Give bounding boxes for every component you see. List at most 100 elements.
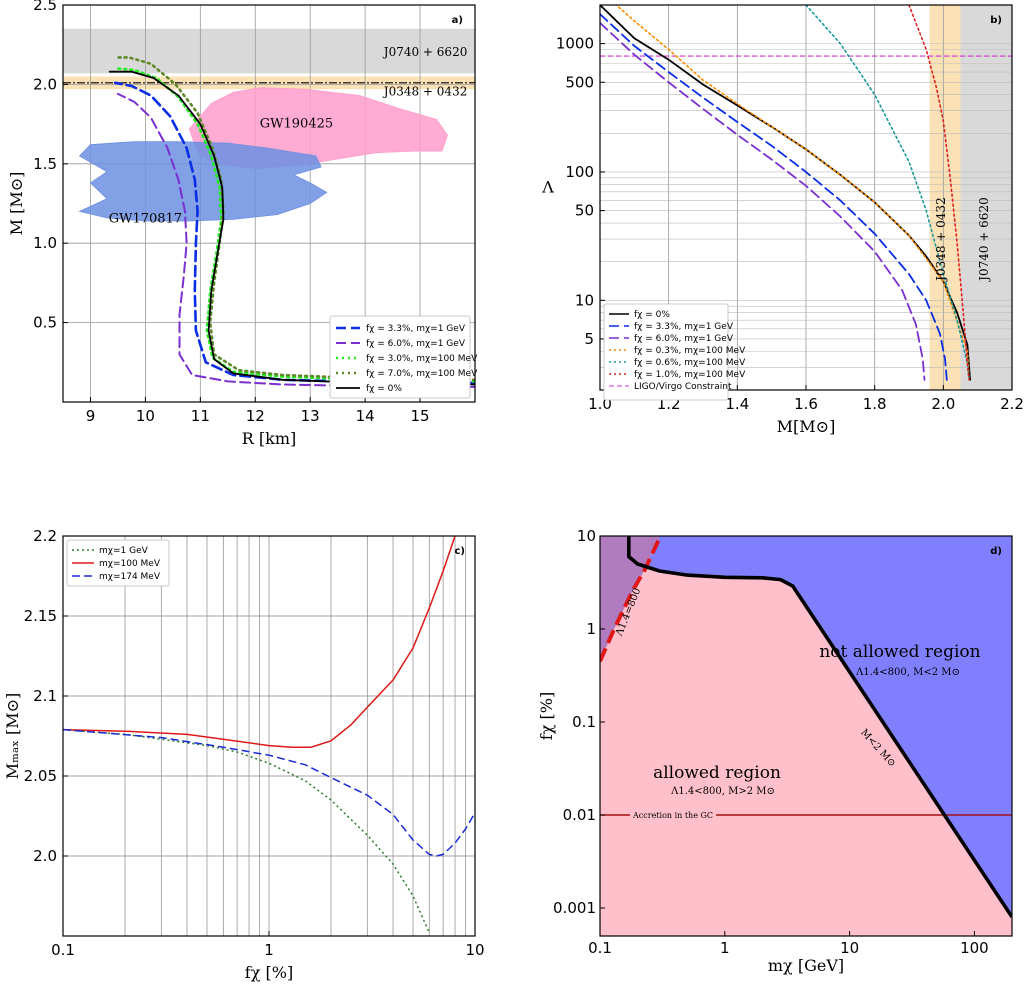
- legend-entry: mχ=1 GeV: [99, 546, 149, 556]
- y-tick-label: 1.5: [33, 155, 57, 173]
- x-tick-label: 1.4: [725, 395, 749, 413]
- band-label-j0740: J0740 + 6620: [382, 45, 468, 59]
- y-tick-label: 2.15: [24, 607, 57, 625]
- y-tick-label: 100: [565, 163, 594, 181]
- y-tick-label: 10: [575, 291, 594, 309]
- legend-entry: fχ = 7.0%, mχ=100 MeV: [366, 369, 478, 379]
- y-tick-label: 2.0: [33, 847, 57, 865]
- panel-label: b): [990, 15, 1002, 26]
- panel-label: d): [990, 546, 1002, 557]
- y-axis-label: Λ: [541, 178, 554, 197]
- x-tick-label: 2.2: [1000, 395, 1024, 413]
- y-tick-label: 500: [565, 73, 594, 91]
- region-label-gw170817: GW170817: [109, 212, 182, 227]
- x-tick-label: 2.0: [931, 395, 955, 413]
- y-tick-label: 0.5: [33, 314, 57, 332]
- y-tick-label: 2.5: [33, 0, 57, 14]
- panel-d: Accretion in the GC not allowed region Λ1.…: [537, 527, 1013, 975]
- y-tick-label: 10: [577, 527, 596, 545]
- plot-frame: [599, 535, 1013, 937]
- allowed-title: allowed region: [653, 763, 781, 783]
- legend-entry: fχ = 0.3%, mχ=100 MeV: [634, 346, 746, 356]
- legend-box: [603, 303, 729, 401]
- series-line-2: [600, 22, 926, 381]
- y-tick-label: 1: [586, 620, 596, 638]
- mass-boundary-line: [627, 536, 1012, 918]
- plot-area: [63, 536, 475, 936]
- legend-entry: LIGO/Virgo Constraint: [634, 382, 732, 392]
- band-j0740: [960, 5, 1012, 390]
- panel-a: GW190425 GW170817 J0740 + 6620 J0348 + 0432…: [7, 0, 478, 448]
- x-tick-label: 15: [411, 407, 430, 425]
- band-j0348: [929, 5, 961, 390]
- lambda-boundary-line: [600, 537, 662, 663]
- series-line-4: [805, 5, 970, 381]
- y-tick-label: 50: [575, 202, 594, 220]
- y-axis-label: Mₘₐₓ [M⊙]: [3, 693, 22, 780]
- y-axis-label: fχ [%]: [537, 692, 556, 740]
- x-axis-label: M[M⊙]: [777, 417, 836, 436]
- series-line-2: [63, 728, 475, 857]
- series-line-3: [615, 5, 970, 381]
- region-label-gw190425: GW190425: [260, 116, 333, 131]
- x-tick-label: 14: [356, 407, 375, 425]
- series-line-0: [63, 728, 430, 934]
- x-tick-label: 1: [720, 939, 730, 957]
- x-axis-label: mχ [GeV]: [768, 956, 844, 975]
- y-tick-label: 1.0: [33, 234, 57, 252]
- y-tick-label: 2.05: [24, 767, 57, 785]
- x-tick-label: 10: [840, 939, 859, 957]
- series-line-1: [116, 92, 475, 388]
- series-line-5: [908, 5, 970, 381]
- x-axis-label: fχ [%]: [245, 963, 293, 982]
- band-label-j0348: J0348 + 0432: [382, 85, 468, 99]
- series-line-1: [600, 13, 948, 381]
- x-tick-label: 9: [86, 407, 96, 425]
- band-label-j0740: J0740 + 6620: [977, 197, 991, 283]
- legend-entry: mχ=100 MeV: [99, 559, 161, 569]
- panel-c: 0.1 1 10 2.0 2.05 2.1 2.15 2.2 fχ [%] Mₘₐₓ [M⊙] c)…: [3, 527, 485, 982]
- legend-entry: fχ = 6.0%, mχ=1 GeV: [366, 339, 466, 349]
- x-tick-label: 11: [191, 407, 210, 425]
- legend-entry: fχ = 1.0%, mχ=100 MeV: [634, 370, 746, 380]
- legend-box: [66, 539, 170, 587]
- x-tick-label: 0.1: [588, 939, 612, 957]
- x-tick-label: 12: [246, 407, 265, 425]
- band-label-j0348: J0348 + 0432: [934, 197, 948, 283]
- panel-label: a): [452, 15, 463, 26]
- y-tick-label: 1000: [556, 35, 594, 53]
- panel-label: c): [455, 546, 466, 557]
- x-tick-label: 1.8: [863, 395, 887, 413]
- x-tick-label: 10: [465, 941, 484, 959]
- accretion-label: Accretion in the GC: [632, 811, 713, 820]
- y-axis-label: M [M⊙]: [7, 172, 26, 236]
- not-allowed-region: [628, 536, 1012, 917]
- series-line-1: [63, 536, 456, 748]
- accretion-label-bg: [630, 808, 716, 823]
- series-line-4: [108, 70, 475, 386]
- y-tick-label: 0.1: [572, 713, 596, 731]
- legend-box: [329, 315, 471, 399]
- plot-area: [600, 5, 1012, 390]
- x-tick-label: 13: [301, 407, 320, 425]
- x-tick-label: 1: [264, 941, 274, 959]
- not-allowed-title: not allowed region: [819, 642, 980, 662]
- legend-entry: fχ = 3.3%, mχ=1 GeV: [366, 324, 466, 334]
- not-allowed-subtitle: Λ1.4<800, M<2 M⊙: [855, 667, 960, 678]
- legend-entry: fχ = 0.6%, mχ=100 MeV: [634, 358, 746, 368]
- region-gw170817: [78, 141, 328, 222]
- y-tick-label: 0.001: [553, 899, 596, 917]
- legend-entry: fχ = 3.3%, mχ=1 GeV: [634, 322, 734, 332]
- x-tick-label: 100: [960, 939, 989, 957]
- plot-area: [600, 536, 1012, 936]
- y-tick-label: 2.0: [33, 75, 57, 93]
- legend-entry: fχ = 6.0%, mχ=1 GeV: [634, 334, 734, 344]
- y-tick-label: 5: [584, 330, 594, 348]
- band-j0740: [63, 28, 475, 74]
- x-tick-label: 10: [136, 407, 155, 425]
- legend-entry: fχ = 0%: [366, 384, 402, 394]
- x-tick-label: 0.1: [51, 941, 75, 959]
- allowed-subtitle: Λ1.4<800, M>2 M⊙: [670, 786, 775, 797]
